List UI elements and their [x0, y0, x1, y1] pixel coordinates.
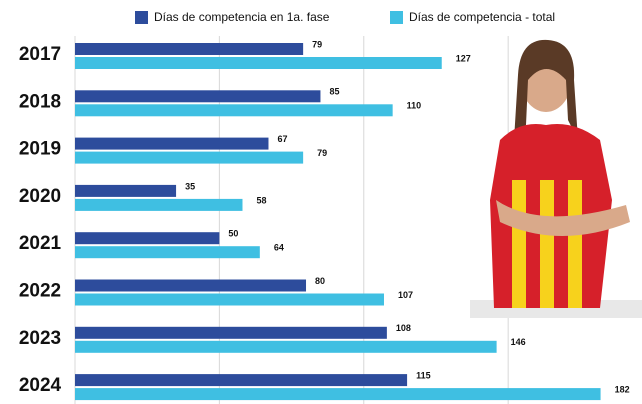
- player-photo: [470, 40, 642, 318]
- legend-swatch: [390, 11, 403, 24]
- bar: [75, 246, 260, 258]
- value-label: 115: [416, 370, 431, 380]
- bar: [75, 294, 384, 306]
- value-label: 110: [407, 101, 422, 111]
- legend-label: Días de competencia en 1a. fase: [154, 10, 330, 24]
- value-label: 108: [396, 323, 411, 333]
- legend: Días de competencia en 1a. fase Días de c…: [135, 10, 555, 24]
- stripe: [540, 180, 554, 308]
- value-label: 80: [315, 276, 325, 286]
- bar: [75, 327, 387, 339]
- bar: [75, 232, 219, 244]
- bar: [75, 104, 393, 116]
- stripe: [512, 180, 526, 308]
- bar: [75, 341, 497, 353]
- bar: [75, 199, 242, 211]
- bar: [75, 280, 306, 292]
- value-label: 182: [615, 384, 630, 394]
- bar: [75, 90, 320, 102]
- category-label: 2017: [19, 44, 61, 65]
- category-label: 2023: [19, 328, 61, 349]
- legend-swatch: [135, 11, 148, 24]
- bar: [75, 43, 303, 55]
- bar: [75, 152, 303, 164]
- bar: [75, 374, 407, 386]
- value-label: 64: [274, 243, 284, 253]
- category-label: 2024: [19, 375, 62, 396]
- value-label: 79: [312, 39, 322, 49]
- bar: [75, 388, 601, 400]
- value-label: 127: [456, 53, 471, 63]
- legend-label: Días de competencia - total: [409, 10, 555, 24]
- bar: [75, 57, 442, 69]
- value-label: 79: [317, 148, 327, 158]
- bar: [75, 138, 268, 150]
- value-label: 35: [185, 181, 195, 191]
- value-label: 85: [329, 87, 339, 97]
- stripe: [568, 180, 582, 308]
- category-label: 2021: [19, 233, 62, 254]
- value-label: 107: [398, 290, 413, 300]
- value-label: 67: [277, 134, 287, 144]
- bar: [75, 185, 176, 197]
- value-label: 50: [228, 229, 238, 239]
- value-label: 146: [511, 337, 526, 347]
- category-label: 2020: [19, 186, 61, 207]
- category-label: 2019: [19, 139, 61, 160]
- chart: 2017 79 127 2018 85 110 2019 67 79 2020 35 58 2021 50…: [0, 0, 642, 404]
- category-label: 2018: [19, 91, 61, 112]
- value-label: 58: [256, 195, 266, 205]
- category-label: 2022: [19, 281, 61, 302]
